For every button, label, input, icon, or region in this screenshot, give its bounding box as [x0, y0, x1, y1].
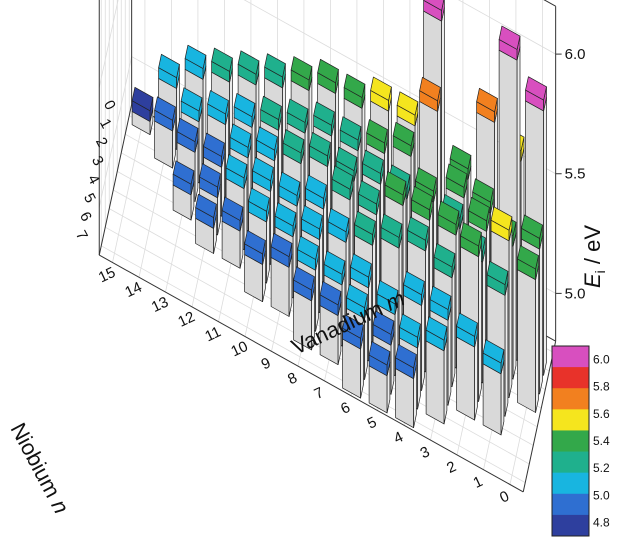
x-tick-label: 13 [149, 294, 171, 316]
colorbar-segment [552, 346, 589, 368]
y-tick-label: 6 [76, 209, 95, 224]
x-tick-label: 14 [122, 279, 144, 301]
bar-side-face [448, 307, 451, 405]
bar-front-face [518, 270, 536, 413]
colorbar: 6.0 5.8 5.6 5.4 5.2 5.0 4.8 [552, 346, 610, 537]
colorbar-tick-label: 6.0 [593, 353, 610, 367]
colorbar-segment [552, 452, 589, 474]
bar-side-face [509, 228, 512, 398]
colorbar-segment [552, 409, 589, 431]
y-tick-label: 5 [80, 190, 99, 205]
grid-line [99, 57, 131, 208]
colorbar-tick-label: 5.8 [593, 380, 610, 394]
bar [155, 97, 176, 168]
x-tick-label: 7 [312, 384, 327, 403]
bar [245, 230, 266, 301]
x-tick-label: 15 [96, 264, 118, 286]
colorbar-tick-label: 5.4 [593, 434, 610, 448]
x-tick-label: 0 [497, 488, 512, 507]
bar-front-face [426, 341, 444, 424]
bar-side-face [513, 233, 516, 379]
bar [132, 87, 153, 134]
bar [396, 345, 417, 428]
colorbar-tick-label: 5.6 [593, 407, 610, 421]
x-tick-label: 9 [259, 354, 274, 373]
colorbar-tick-label: 5.0 [593, 488, 610, 502]
x-tick-label: 4 [391, 428, 406, 447]
bar [271, 233, 292, 316]
bar-front-face [457, 337, 475, 420]
colorbar-segment [552, 494, 589, 516]
x-tick-label: 1 [471, 473, 486, 492]
colorbar-tick-label: 5.2 [593, 461, 610, 475]
x-tick-label: 12 [175, 308, 197, 330]
bar-side-face [536, 266, 539, 412]
z-tick-label: 5.5 [565, 166, 586, 183]
x-tick-label: 6 [338, 399, 353, 418]
x-tick-label: 2 [444, 458, 459, 477]
bar [518, 246, 539, 413]
grid-line [99, 0, 131, 88]
bar-side-face [505, 282, 508, 416]
colorbar-tick-label: 4.8 [593, 515, 610, 529]
bar [173, 161, 194, 220]
bar-front-face [483, 364, 501, 435]
y-axis-title: Niobium n [6, 419, 75, 518]
z-axis-title: Ei / eV [580, 225, 608, 288]
grid-line [132, 0, 556, 54]
y-tick-label: 7 [72, 228, 91, 243]
bar [483, 340, 504, 435]
bar [369, 342, 390, 413]
bar [457, 313, 478, 420]
bar [426, 317, 447, 424]
x-tick-label: 10 [228, 338, 250, 360]
y-tick-label: 3 [88, 153, 107, 168]
bar-side-face [452, 265, 455, 387]
bar [196, 194, 217, 253]
z-tick-label: 6.0 [565, 46, 586, 63]
colorbar-segment [552, 367, 589, 389]
y-tick-label: 4 [84, 172, 103, 187]
colorbar-segment [552, 473, 589, 495]
bar-side-face [540, 236, 543, 394]
x-tick-label: 11 [202, 323, 223, 345]
axis-frame-edge [132, 0, 556, 6]
colorbar-segment [552, 430, 589, 452]
chart-bars [132, 0, 546, 435]
x-tick-label: 5 [365, 414, 380, 433]
bar-side-face [422, 292, 425, 390]
colorbar-segment [552, 388, 589, 410]
bar [222, 197, 243, 268]
x-tick-label: 8 [285, 369, 300, 388]
colorbar-segment [552, 515, 589, 537]
bar-side-face [479, 243, 482, 401]
bar-side-face [544, 98, 547, 376]
x-tick-label: 3 [418, 443, 433, 462]
